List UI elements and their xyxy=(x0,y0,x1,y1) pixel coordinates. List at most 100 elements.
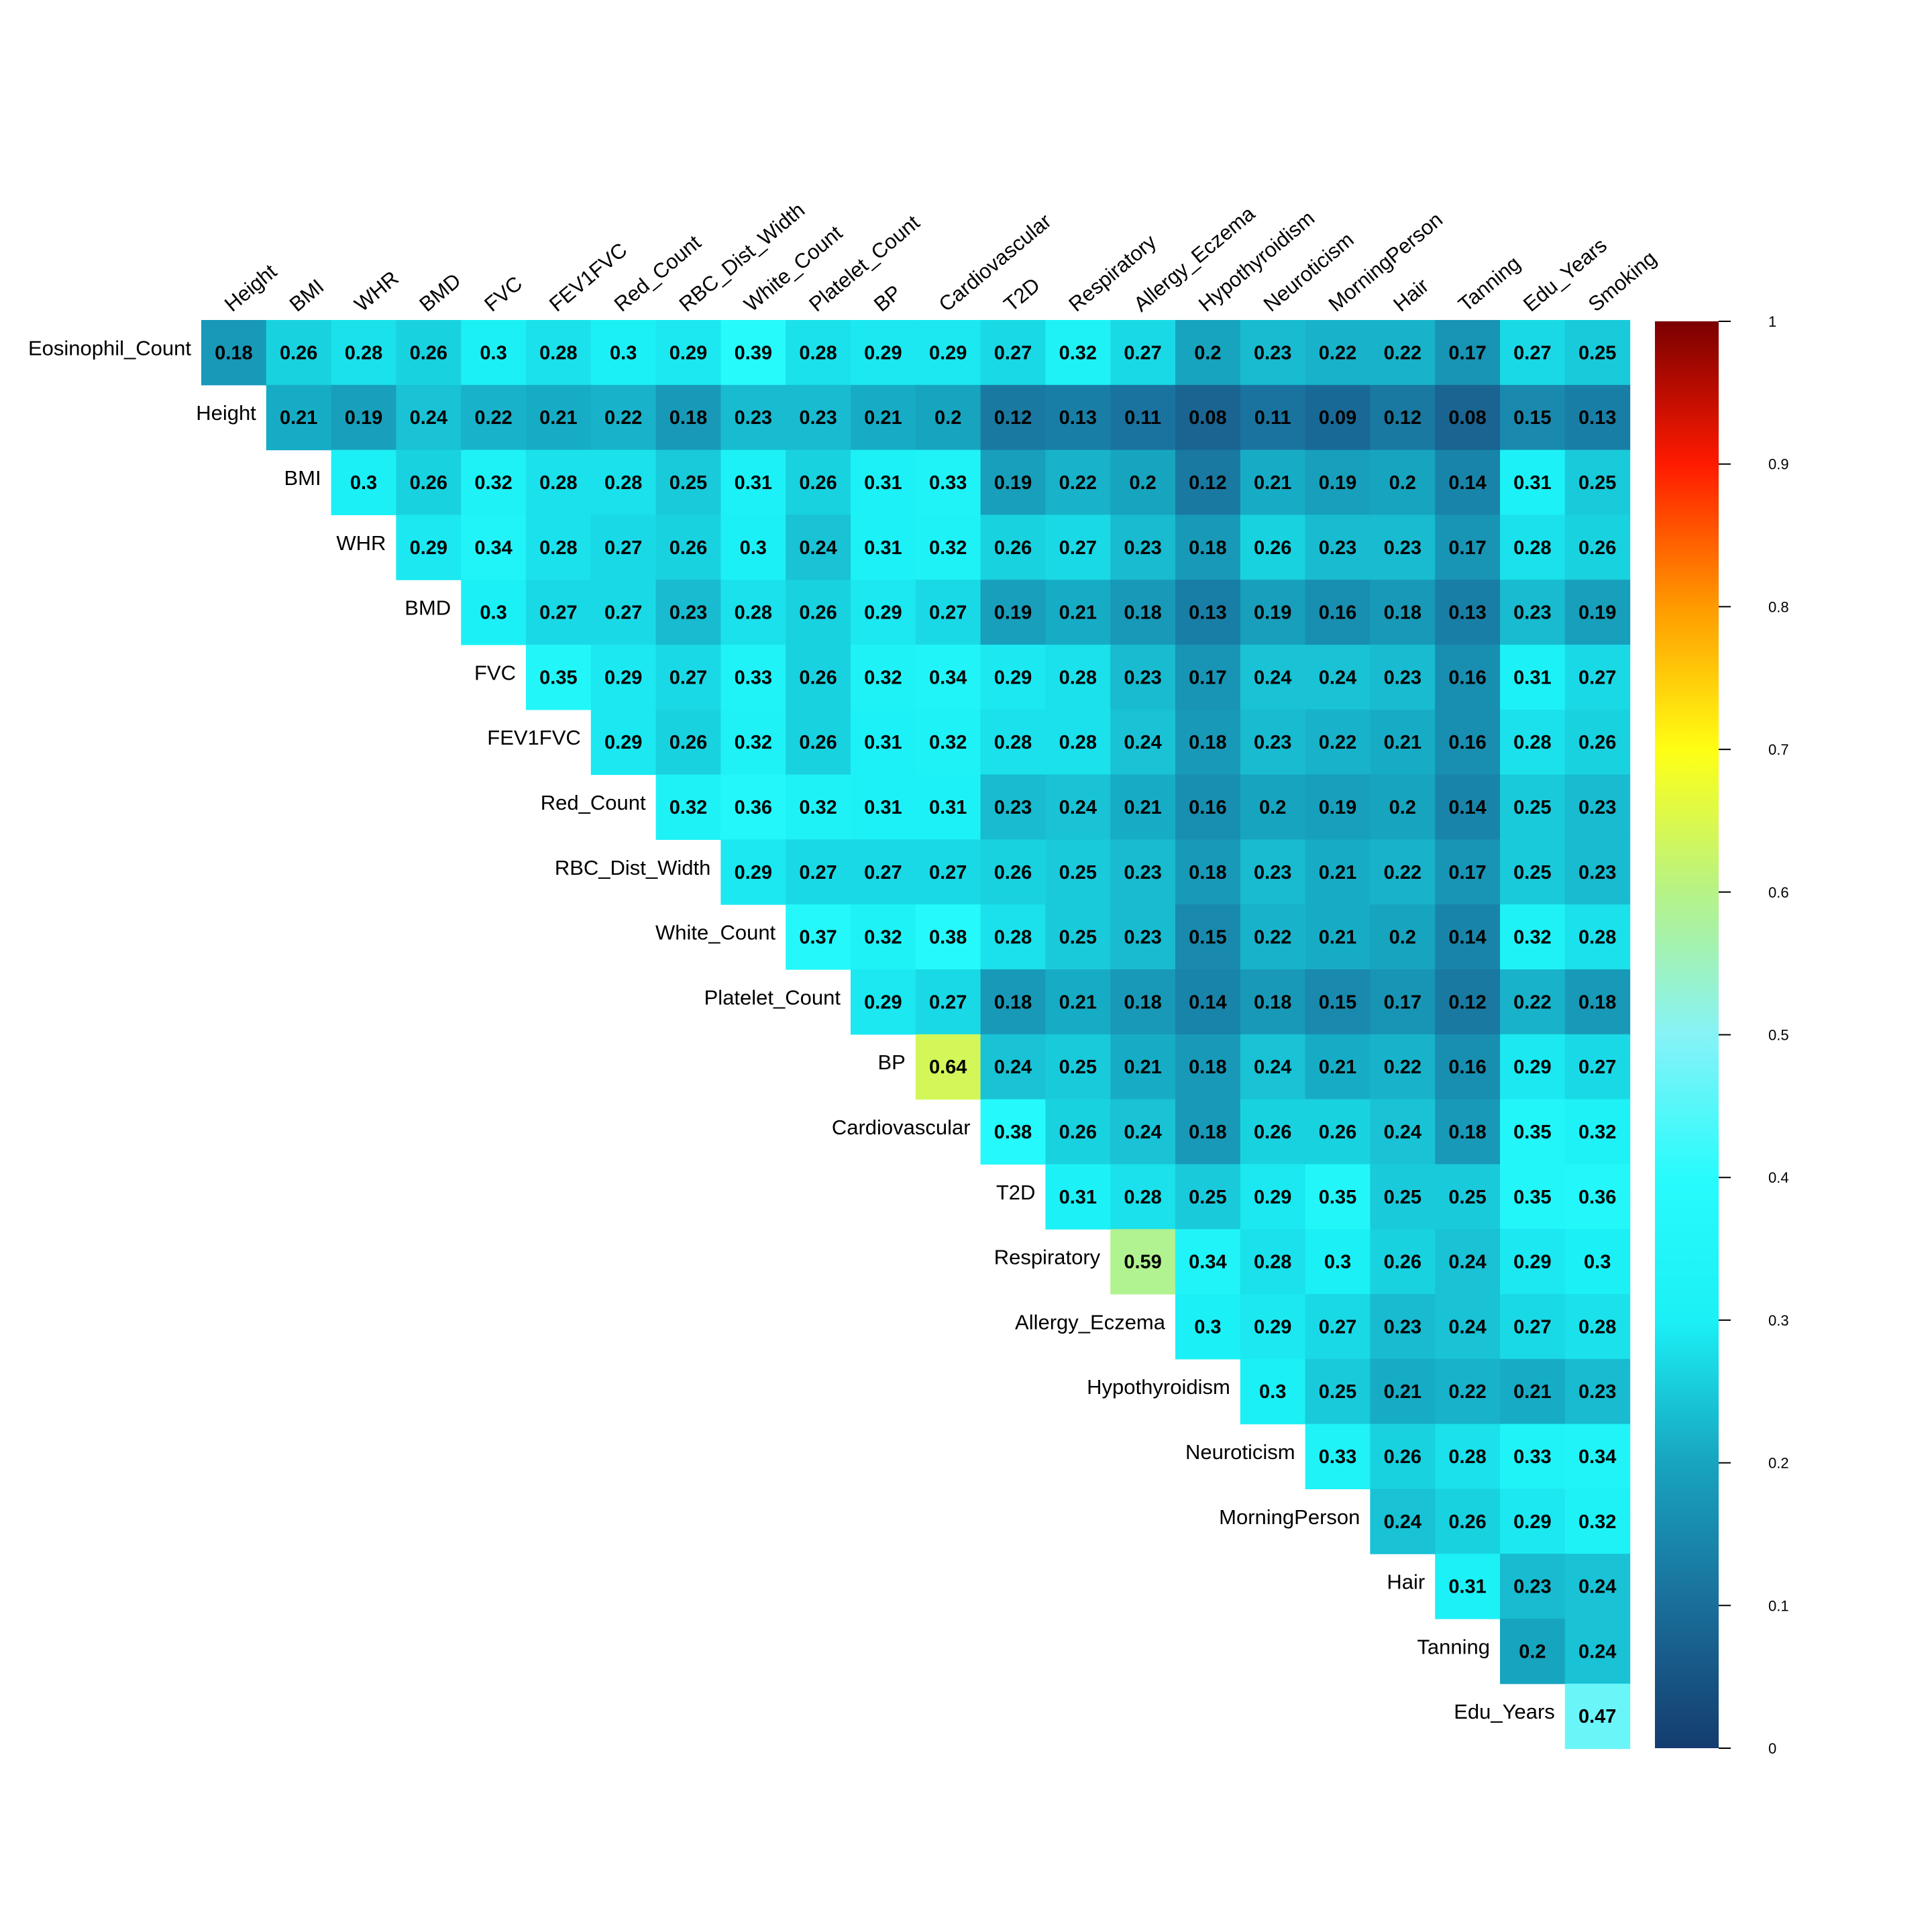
row-label: FEV1FVC xyxy=(487,726,581,749)
cell-value-label: 0.19 xyxy=(1254,602,1291,624)
cell-value-label: 0.32 xyxy=(929,732,967,753)
heatmap-cell xyxy=(396,320,462,386)
row-label: Hair xyxy=(1387,1570,1425,1594)
cell-value-label: 0.26 xyxy=(799,602,837,624)
heatmap-cell xyxy=(461,515,527,580)
cell-value-label: 0.29 xyxy=(735,862,772,883)
heatmap-cell xyxy=(1175,969,1241,1035)
heatmap-cell xyxy=(980,645,1046,710)
heatmap-cell xyxy=(1305,449,1371,515)
cell-value-label: 0.17 xyxy=(1448,342,1486,364)
heatmap-cell xyxy=(1240,384,1306,451)
heatmap-cell xyxy=(1370,1099,1436,1165)
cell-value-label: 0.25 xyxy=(1319,1381,1356,1403)
colorbar-tick-label: 0.5 xyxy=(1768,1027,1789,1044)
cell-value-label: 0.27 xyxy=(929,602,967,624)
heatmap-cell xyxy=(1500,449,1566,515)
cell-value-label: 0.22 xyxy=(1384,1057,1421,1078)
cell-value-label: 0.26 xyxy=(1254,537,1291,559)
cell-value-label: 0.24 xyxy=(1448,1316,1486,1338)
heatmap-cell xyxy=(786,904,851,970)
cell-value-label: 0.33 xyxy=(929,472,967,494)
cell-value-label: 0.27 xyxy=(1513,1316,1551,1338)
column-label: Hypothyroidism xyxy=(1194,206,1319,316)
cell-value-label: 0.14 xyxy=(1448,472,1486,494)
heatmap-cell xyxy=(720,645,786,710)
heatmap-cell xyxy=(786,709,851,775)
cell-value-label: 0.28 xyxy=(1578,927,1616,949)
cell-value-label: 0.23 xyxy=(1254,732,1291,753)
heatmap-cell xyxy=(1240,1164,1306,1230)
cell-value-label: 0.22 xyxy=(1319,342,1356,364)
cell-value-label: 0.3 xyxy=(740,537,767,559)
cell-value-label: 0.28 xyxy=(1124,1187,1161,1208)
heatmap-cell xyxy=(1370,1489,1436,1554)
row-label: Neuroticism xyxy=(1185,1440,1295,1464)
heatmap-cell xyxy=(1370,709,1436,775)
heatmap-cell xyxy=(1110,1099,1176,1165)
heatmap-cell xyxy=(915,384,981,451)
heatmap-cell xyxy=(1110,839,1176,905)
heatmap-cell xyxy=(915,449,981,515)
cell-value-label: 0.33 xyxy=(735,667,772,688)
cell-value-label: 0.29 xyxy=(929,342,967,364)
cell-value-label: 0.3 xyxy=(1194,1316,1221,1338)
cell-value-label: 0.24 xyxy=(1384,1511,1421,1533)
cell-value-label: 0.13 xyxy=(1189,602,1226,624)
heatmap-cell xyxy=(1175,1229,1241,1295)
heatmap-cell xyxy=(655,645,721,710)
heatmap-cell xyxy=(1370,580,1436,645)
heatmap-cell xyxy=(331,384,396,451)
cell-value-label: 0.14 xyxy=(1448,797,1486,818)
cell-value-label: 0.25 xyxy=(1578,472,1616,494)
heatmap-cell xyxy=(1564,1619,1631,1684)
cell-value-label: 0.31 xyxy=(1513,472,1551,494)
cell-value-label: 0.28 xyxy=(1059,732,1097,753)
heatmap-cell xyxy=(980,774,1046,840)
heatmap-cell xyxy=(1370,645,1436,710)
heatmap-cell xyxy=(655,709,721,775)
heatmap-cell xyxy=(980,1099,1046,1165)
column-label: T2D xyxy=(1000,273,1044,316)
heatmap-cell xyxy=(980,320,1046,386)
heatmap-cell xyxy=(1564,515,1631,580)
heatmap-cell xyxy=(1564,1294,1631,1360)
cell-value-label: 0.27 xyxy=(1319,1316,1356,1338)
cell-value-label: 0.29 xyxy=(1513,1057,1551,1078)
row-label: Red_Count xyxy=(541,791,646,814)
cell-value-label: 0.2 xyxy=(1259,797,1286,818)
cell-value-label: 0.3 xyxy=(610,342,637,364)
heatmap-cell xyxy=(1305,580,1371,645)
cell-value-label: 0.24 xyxy=(1448,1252,1486,1273)
heatmap-cell xyxy=(1305,839,1371,905)
cell-value-label: 0.13 xyxy=(1448,602,1486,624)
cell-value-label: 0.32 xyxy=(1578,1122,1616,1143)
heatmap-cell xyxy=(266,320,332,386)
heatmap-cell xyxy=(1500,1164,1566,1230)
heatmap-cell xyxy=(1110,709,1176,775)
heatmap-cell xyxy=(655,580,721,645)
heatmap-cell xyxy=(1110,449,1176,515)
heatmap-cell xyxy=(1564,1034,1631,1100)
heatmap-cell xyxy=(1435,384,1501,451)
row-label: Allergy_Eczema xyxy=(1015,1310,1166,1334)
heatmap-cell xyxy=(1240,645,1306,710)
heatmap-cell xyxy=(1370,1164,1436,1230)
heatmap-cell xyxy=(590,580,657,645)
cell-value-label: 0.34 xyxy=(474,537,512,559)
heatmap-cell xyxy=(786,774,851,840)
heatmap-cell xyxy=(1110,580,1176,645)
heatmap-cell xyxy=(1500,320,1566,386)
cell-value-label: 0.14 xyxy=(1189,991,1226,1013)
cell-value-label: 0.3 xyxy=(1259,1381,1286,1403)
cell-value-label: 0.28 xyxy=(735,602,772,624)
heatmap-cell xyxy=(1305,1034,1371,1100)
colorbar-tick-label: 0 xyxy=(1768,1740,1776,1757)
heatmap-cell xyxy=(851,839,916,905)
heatmap-cell xyxy=(1305,320,1371,386)
heatmap-cell xyxy=(1305,1424,1371,1489)
cell-value-label: 0.18 xyxy=(1189,537,1226,559)
cell-value-label: 0.12 xyxy=(1384,407,1421,429)
cell-value-label: 0.12 xyxy=(1189,472,1226,494)
row-label: RBC_Dist_Width xyxy=(555,856,711,879)
